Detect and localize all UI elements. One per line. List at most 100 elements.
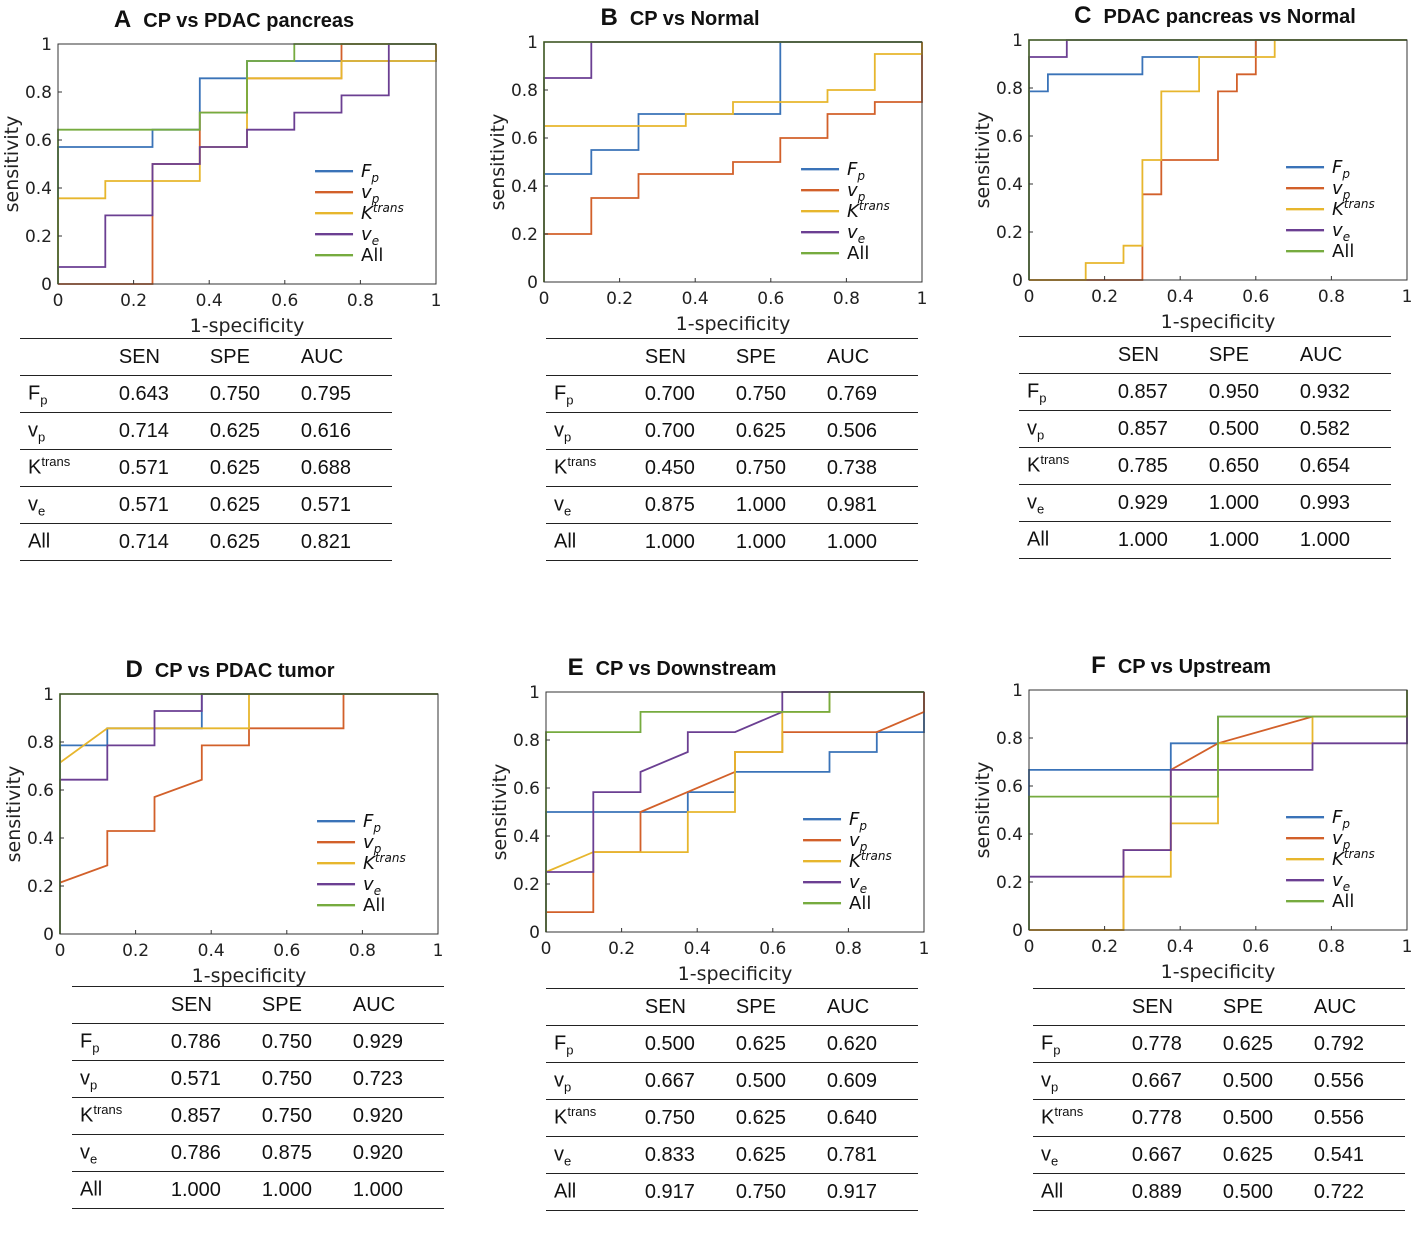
legend-label: Ktrans <box>849 849 892 872</box>
panel-e: E CP vs Downstream 0 0.2 0.4 0.6 0.8 1 0 0.2 0.4 0… <box>489 654 929 1234</box>
plot-frame <box>1028 689 1408 931</box>
panel-letter: C <box>1074 2 1092 29</box>
y-tick-label: 0.8 <box>511 81 538 101</box>
header-spe: SPE <box>261 986 353 1024</box>
cell-spe: 1.000 <box>261 1171 353 1209</box>
table-header-row: SEN SPE AUC <box>1033 988 1405 1026</box>
series-line-ve <box>57 43 436 284</box>
table-row: vp 0.714 0.625 0.616 <box>20 412 392 450</box>
roc-chart: 0 0.2 0.4 0.6 0.8 1 0 0.2 0.4 0.6 0.8 1 1-specificit… <box>1 35 442 337</box>
cell-sen: 0.643 <box>118 375 210 413</box>
x-tick-label: 0.8 <box>1318 937 1345 957</box>
header-spe: SPE <box>735 338 827 376</box>
table-row: vp 0.857 0.500 0.582 <box>1019 410 1391 448</box>
x-tick-label: 0.4 <box>682 289 709 309</box>
panel-b: B CP vs Normal 0 0.2 0.4 0.6 0.8 1 0 0.2 0.4 0.6 0.… <box>487 4 927 584</box>
cell-spe: 0.750 <box>261 1023 353 1061</box>
table-row: vp 0.571 0.750 0.723 <box>72 1060 444 1098</box>
plot-frame <box>543 41 923 283</box>
x-tick-label: 0.8 <box>835 939 862 959</box>
x-axis-label: 1-specificity <box>678 963 793 985</box>
header-blank <box>72 986 171 1024</box>
header-blank <box>1033 988 1132 1026</box>
table-header-row: SEN SPE AUC <box>72 986 444 1024</box>
series-line-ve <box>1028 690 1408 930</box>
x-tick-label: 0.4 <box>1167 287 1194 307</box>
cell-auc: 0.556 <box>1313 1099 1405 1137</box>
y-tick-label: 1 <box>43 685 54 705</box>
plot-frame <box>1028 39 1408 281</box>
cell-sen: 0.875 <box>644 486 736 524</box>
cell-auc: 0.609 <box>826 1062 918 1100</box>
header-sen: SEN <box>1117 336 1209 374</box>
table-row: All 0.714 0.625 0.821 <box>20 523 392 561</box>
legend-label: All <box>363 895 385 916</box>
panel-title-text: CP vs PDAC pancreas <box>143 10 355 32</box>
cell-spe: 0.750 <box>735 1173 827 1211</box>
table-row: All 1.000 1.000 1.000 <box>1019 521 1391 559</box>
table-header-row: SEN SPE AUC <box>546 988 918 1026</box>
panel-title: C PDAC pancreas vs Normal <box>1005 2 1417 30</box>
header-spe: SPE <box>1222 988 1314 1026</box>
cell-sen: 0.500 <box>644 1025 736 1063</box>
row-label: Ktrans <box>1033 1099 1132 1137</box>
cell-spe: 0.500 <box>1222 1099 1314 1137</box>
y-tick-label: 0 <box>1012 271 1023 291</box>
cell-spe: 1.000 <box>1208 484 1300 522</box>
row-label: Ktrans <box>546 449 645 487</box>
cell-spe: 0.625 <box>1222 1136 1314 1174</box>
y-tick-label: 0.2 <box>513 875 540 895</box>
header-auc: AUC <box>826 338 918 376</box>
header-blank <box>546 338 645 376</box>
series-line-ve <box>59 693 438 934</box>
cell-spe: 0.750 <box>261 1060 353 1098</box>
panel-title-text: PDAC pancreas vs Normal <box>1103 6 1356 28</box>
y-axis-label: sensitivity <box>489 764 511 861</box>
y-tick-label: 0.8 <box>25 83 52 103</box>
legend-label: All <box>847 243 869 264</box>
x-tick-label: 0.2 <box>608 939 635 959</box>
table-row: Ktrans 0.571 0.625 0.688 <box>20 449 392 487</box>
cell-auc: 0.616 <box>300 412 392 450</box>
series-line-Ktrans <box>1029 39 1407 281</box>
table-row: All 1.000 1.000 1.000 <box>546 523 918 561</box>
cell-sen: 0.857 <box>170 1097 262 1135</box>
x-tick-label: 1 <box>433 941 444 961</box>
row-label: Fp <box>1033 1025 1132 1063</box>
cell-auc: 0.654 <box>1299 447 1391 485</box>
row-label: vp <box>72 1060 171 1098</box>
roc-chart: 0 0.2 0.4 0.6 0.8 1 0 0.2 0.4 0.6 0.8 1 1-specificit… <box>3 685 444 987</box>
series-line-vp <box>543 42 923 282</box>
x-tick-label: 0 <box>55 941 66 961</box>
y-tick-label: 0.8 <box>996 79 1023 99</box>
y-tick-label: 0.8 <box>996 729 1023 749</box>
table-row: Ktrans 0.778 0.500 0.556 <box>1033 1099 1405 1137</box>
cell-auc: 0.932 <box>1299 373 1391 411</box>
panel-title: A CP vs PDAC pancreas <box>24 6 444 34</box>
cell-auc: 0.738 <box>826 449 918 487</box>
cell-spe: 0.500 <box>1222 1062 1314 1100</box>
row-label: Fp <box>546 1025 645 1063</box>
header-blank <box>1019 336 1118 374</box>
cell-spe: 0.500 <box>1222 1173 1314 1211</box>
cell-auc: 0.993 <box>1299 484 1391 522</box>
x-tick-label: 1 <box>917 289 928 309</box>
header-blank <box>546 988 645 1026</box>
row-label: ve <box>546 486 645 524</box>
metrics-table: SEN SPE AUC Fp 0.643 0.750 0.795 vp 0.714 0.6… <box>20 338 392 561</box>
cell-auc: 1.000 <box>352 1171 444 1209</box>
row-label: All <box>546 1173 645 1211</box>
row-label: ve <box>1033 1136 1132 1174</box>
y-tick-label: 0.4 <box>513 827 540 847</box>
x-tick-label: 1 <box>431 291 442 311</box>
table-row: Fp 0.778 0.625 0.792 <box>1033 1025 1405 1063</box>
row-label: ve <box>546 1136 645 1174</box>
header-sen: SEN <box>644 338 736 376</box>
table-row: Ktrans 0.450 0.750 0.738 <box>546 449 918 487</box>
cell-sen: 0.929 <box>1117 484 1209 522</box>
cell-sen: 0.833 <box>644 1136 736 1174</box>
table-row: Fp 0.500 0.625 0.620 <box>546 1025 918 1063</box>
legend-label: vp <box>363 832 382 856</box>
y-axis-label: sensitivity <box>487 114 509 211</box>
cell-sen: 1.000 <box>1117 521 1209 559</box>
